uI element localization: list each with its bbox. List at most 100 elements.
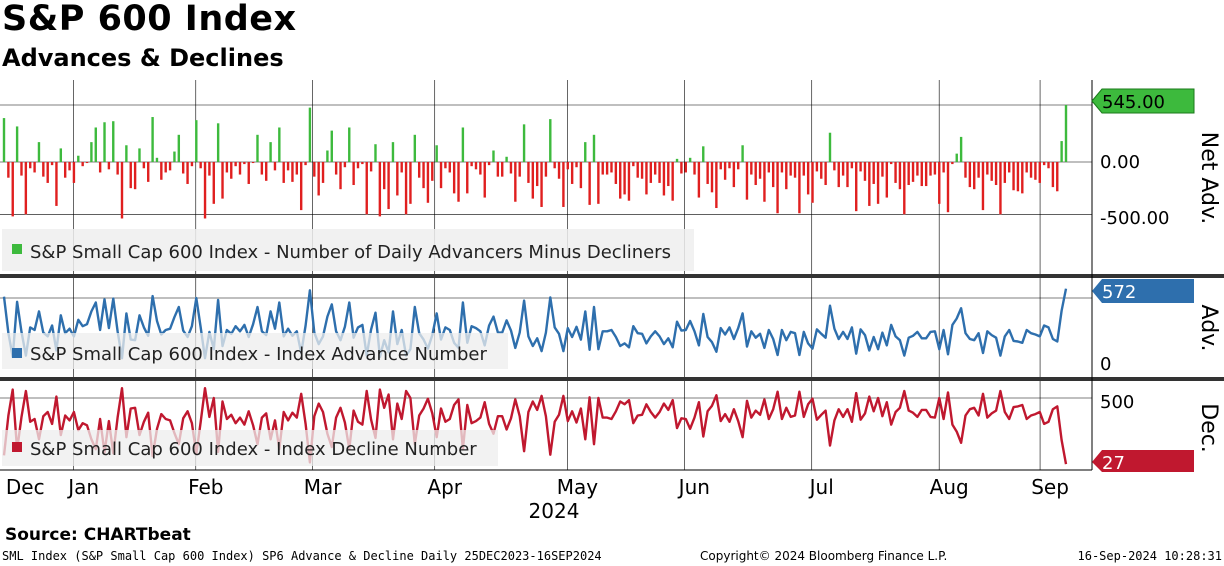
x-tick-label: Sep [1031, 475, 1069, 499]
net-bar [776, 162, 779, 214]
net-bar [601, 162, 604, 175]
chart-title: S&P 600 Index [2, 0, 297, 39]
net-bar [326, 150, 329, 162]
net-bar [798, 162, 801, 214]
net-bar [898, 162, 902, 190]
net-bar [147, 162, 150, 182]
net-bar [680, 162, 683, 174]
net-bar [487, 162, 491, 166]
net-bar [413, 134, 417, 162]
net-bar [81, 162, 84, 167]
net-bar [911, 162, 915, 182]
x-tick-label: Dec [6, 475, 45, 499]
net-bar [885, 162, 889, 198]
net-bar [29, 162, 32, 169]
net-bar [466, 162, 469, 194]
net-bar [907, 162, 910, 186]
adv-legend-box [2, 333, 508, 369]
net-bar [1047, 162, 1050, 169]
net-bar [675, 158, 679, 162]
net-bar [55, 162, 58, 206]
net-bar [667, 162, 670, 187]
x-tick-label: Jan [66, 475, 99, 499]
net-ytick-0: 0.00 [1100, 152, 1140, 173]
net-bar [610, 162, 613, 173]
x-axis-months: Dec Jan Feb Mar Apr May Jun Jul Aug Sep [6, 475, 1069, 499]
net-bar [750, 162, 753, 175]
net-bar [151, 117, 154, 162]
net-bar [688, 157, 692, 162]
net-bar [924, 162, 928, 187]
net-bar [374, 144, 377, 162]
net-bar [1029, 162, 1033, 178]
net-bar [483, 162, 486, 198]
net-bar [693, 162, 696, 175]
net-bar [514, 162, 517, 202]
net-bar [348, 127, 351, 162]
net-bar [431, 162, 434, 181]
net-bar [1003, 162, 1007, 183]
adv-legend-swatch [12, 348, 22, 358]
net-bar-series [2, 105, 1068, 219]
dec-legend-box [2, 430, 498, 466]
net-bar [758, 162, 762, 179]
panel-separator-2 [0, 377, 1224, 381]
net-bar [492, 150, 495, 162]
net-bar [1007, 162, 1011, 173]
net-bar [278, 127, 281, 162]
net-bar [448, 162, 451, 173]
net-bar [173, 151, 176, 162]
advance-line-series [2, 288, 1068, 360]
net-bar [404, 162, 408, 215]
net-bar [767, 162, 771, 173]
net-last-value: 545.00 [1102, 92, 1165, 113]
net-bar [33, 162, 36, 173]
x-tick-label: Jul [808, 475, 834, 499]
net-bar [24, 162, 28, 215]
net-bar [999, 162, 1002, 215]
net-bar [365, 162, 368, 215]
net-bar [168, 162, 172, 171]
net-bar [396, 162, 399, 196]
x-tick-label: Jun [677, 475, 710, 499]
net-bar [806, 162, 810, 195]
net-bar [741, 145, 744, 162]
net-bar [317, 162, 320, 196]
net-bar [417, 162, 421, 178]
net-bar [841, 162, 845, 176]
net-bar [745, 162, 749, 200]
net-bar [811, 162, 814, 203]
net-bar [619, 162, 622, 199]
net-bar [313, 162, 316, 177]
net-bar [361, 162, 364, 165]
net-bar [238, 162, 242, 175]
net-bar [435, 145, 438, 162]
net-bar [505, 156, 508, 162]
net-bar [929, 162, 932, 176]
net-bar [383, 162, 386, 190]
net-bar [549, 119, 552, 162]
net-bar [570, 162, 574, 184]
net-bar [247, 162, 250, 184]
net-bar [535, 162, 539, 187]
net-bar [216, 123, 220, 162]
net-bar [903, 162, 906, 215]
adv-last-value: 572 [1102, 282, 1136, 303]
net-bar [627, 162, 631, 201]
net-bar [706, 162, 709, 184]
footer-copyright: Copyright© 2024 Bloomberg Finance L.P. [700, 549, 948, 563]
net-bar [732, 162, 736, 188]
net-bar [190, 162, 194, 167]
panel-separator-1 [0, 274, 1224, 278]
net-bar [2, 118, 6, 162]
net-bar [164, 162, 167, 173]
net-bar [859, 162, 862, 172]
net-bar [77, 155, 80, 162]
net-bar [584, 142, 587, 162]
net-bar [160, 162, 163, 180]
net-bar [702, 146, 705, 162]
net-bar [846, 162, 849, 188]
net-bar [863, 162, 867, 181]
net-bar [59, 148, 63, 162]
net-bar [256, 134, 259, 162]
